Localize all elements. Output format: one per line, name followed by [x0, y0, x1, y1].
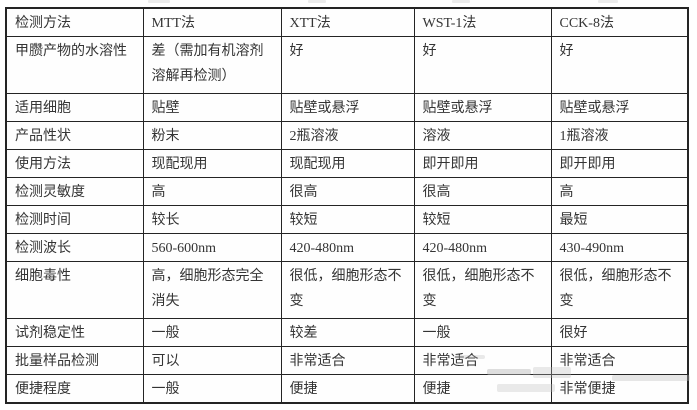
table-cell: 430-490nm [550, 233, 689, 262]
table-cell: 贴壁或悬浮 [413, 93, 552, 122]
column-header: XTT法 [280, 7, 415, 37]
row-label: 适用细胞 [5, 93, 144, 122]
table-row: 检测时间 较长 较短 较短 最短 [5, 205, 689, 234]
table-cell: 好 [280, 36, 415, 94]
table-cell: 一般 [142, 318, 282, 347]
scan-artifact [598, 0, 618, 3]
table-row: 检测灵敏度高很高 很高高 [5, 177, 689, 206]
table-cell: 420-480nm [280, 233, 415, 262]
column-header: CCK-8法 [550, 7, 689, 37]
table-body: 甲臜产物的水溶性 差（需加有机溶剂溶解再检测）好好好适用细胞 贴壁 贴壁或悬浮 贴壁或悬… [5, 36, 689, 404]
table-cell: 溶液 [413, 121, 552, 150]
table-cell: 较长 [142, 205, 282, 234]
column-header: MTT法 [142, 7, 282, 37]
table-cell: 贴壁 [142, 93, 282, 122]
assay-comparison-table: 检测方法 MTT法 XTT法 WST-1法 CCK-8法 甲臜产物的水溶性 差（需加有机溶… [5, 7, 689, 404]
table-cell: 很好 [550, 318, 689, 347]
column-header: WST-1法 [413, 7, 552, 37]
table-cell: 高，细胞形态完全消失 [142, 261, 282, 319]
table-cell: 一般 [413, 318, 552, 347]
table-cell: 非常适合 [413, 346, 552, 375]
table-row: 使用方法 现配现用 现配现用 即开即用 即开即用 [5, 149, 689, 178]
table-cell: 最短 [550, 205, 689, 234]
table-cell: 好 [413, 36, 552, 94]
row-label: 检测波长 [5, 233, 144, 262]
table-row: 甲臜产物的水溶性 差（需加有机溶剂溶解再检测）好好好 [5, 36, 689, 94]
table-cell: 贴壁或悬浮 [280, 93, 415, 122]
scan-artifact [148, 0, 170, 3]
table-cell: 很低，细胞形态不变 [280, 261, 415, 319]
table-cell: 即开即用 [550, 149, 689, 178]
table-row: 细胞毒性 高，细胞形态完全消失 很低，细胞形态不变 很低，细胞形态不变 很低，细胞形态不… [5, 261, 689, 319]
table-cell: 好 [550, 36, 689, 94]
table-cell: 2瓶溶液 [280, 121, 415, 150]
row-label: 细胞毒性 [5, 261, 144, 319]
table-cell: 420-480nm [413, 233, 552, 262]
table-cell: 很高 [280, 177, 415, 206]
table-cell: 便捷 [280, 374, 415, 404]
row-label: 试剂稳定性 [5, 318, 144, 347]
row-label: 便捷程度 [5, 374, 144, 404]
table-row: 产品性状 粉末 2瓶溶液 溶液 1瓶溶液 [5, 121, 689, 150]
table-cell: 一般 [142, 374, 282, 404]
table-row: 检测波长 560-600nm 420-480nm 420-480nm 430-490nm [5, 233, 689, 262]
table-cell: 高 [142, 177, 282, 206]
table-cell: 差（需加有机溶剂溶解再检测） [142, 36, 282, 94]
table-cell: 很低，细胞形态不变 [413, 261, 552, 319]
table-cell: 即开即用 [413, 149, 552, 178]
table-cell: 贴壁或悬浮 [550, 93, 689, 122]
header-row: 检测方法 MTT法 XTT法 WST-1法 CCK-8法 [5, 7, 689, 37]
table-cell: 粉末 [142, 121, 282, 150]
table-cell: 1瓶溶液 [550, 121, 689, 150]
table-cell: 非常适合 [280, 346, 415, 375]
table-row: 适用细胞 贴壁 贴壁或悬浮 贴壁或悬浮 贴壁或悬浮 [5, 93, 689, 122]
row-label: 检测灵敏度 [5, 177, 144, 206]
row-label: 甲臜产物的水溶性 [5, 36, 144, 94]
row-label: 产品性状 [5, 121, 144, 150]
table-cell: 较短 [280, 205, 415, 234]
table-cell: 便捷 [413, 374, 552, 404]
table-cell: 高 [550, 177, 689, 206]
table-cell: 可以 [142, 346, 282, 375]
table-row: 批量样品检测 可以 非常适合 非常适合 非常适合 [5, 346, 689, 375]
table-row: 便捷程度 一般 便捷 便捷 非常便捷 [5, 374, 689, 404]
table-cell: 很低，细胞形态不变 [550, 261, 689, 319]
table-row: 试剂稳定性 一般 较差 一般 很好 [5, 318, 689, 347]
table-cell: 很高 [413, 177, 552, 206]
row-label: 批量样品检测 [5, 346, 144, 375]
table-cell: 560-600nm [142, 233, 282, 262]
table-cell: 非常适合 [550, 346, 689, 375]
column-header: 检测方法 [5, 7, 144, 37]
table-cell: 较差 [280, 318, 415, 347]
scan-artifact [308, 0, 326, 3]
table-cell: 非常便捷 [550, 374, 689, 404]
row-label: 使用方法 [5, 149, 144, 178]
row-label: 检测时间 [5, 205, 144, 234]
table-cell: 现配现用 [280, 149, 415, 178]
table-cell: 现配现用 [142, 149, 282, 178]
scan-artifact [452, 0, 470, 3]
table-cell: 较短 [413, 205, 552, 234]
